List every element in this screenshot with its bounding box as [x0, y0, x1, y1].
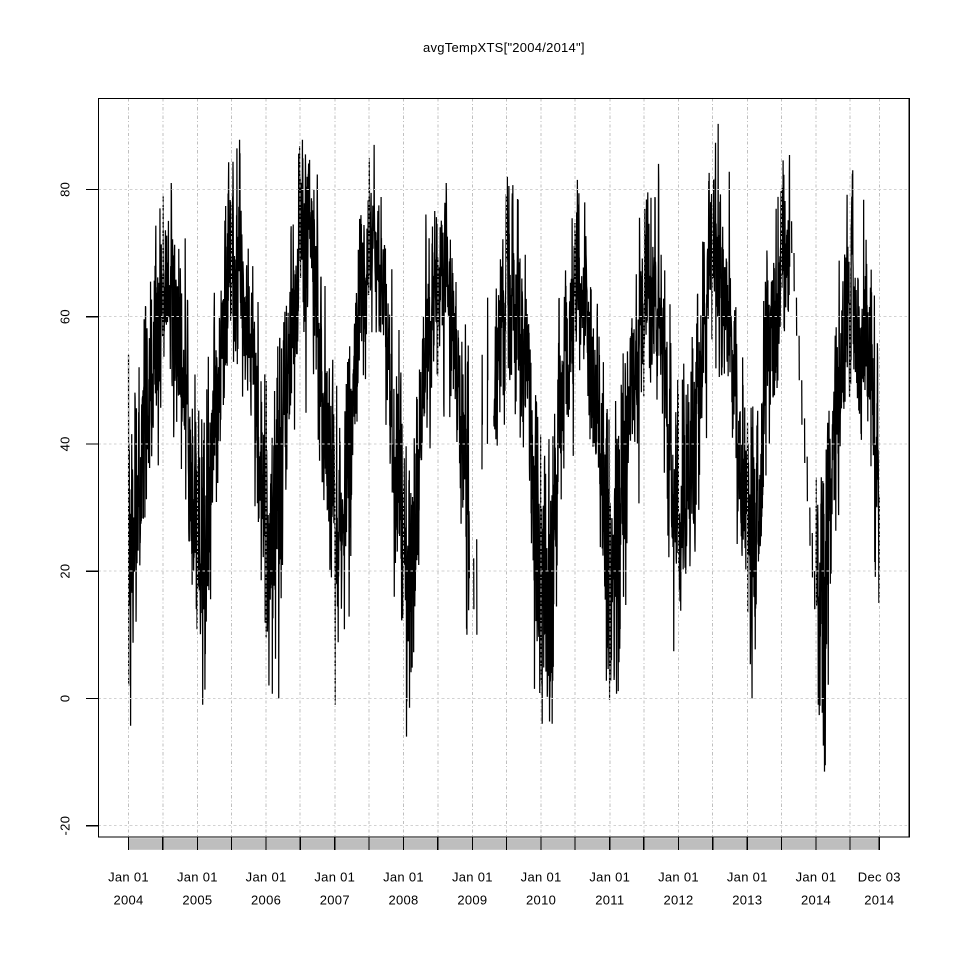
svg-text:Jan 01: Jan 01: [658, 870, 699, 885]
svg-text:Jan 01: Jan 01: [521, 870, 562, 885]
svg-text:2009: 2009: [457, 893, 487, 908]
svg-text:60: 60: [58, 309, 73, 324]
svg-text:Jan 01: Jan 01: [383, 870, 424, 885]
svg-text:2006: 2006: [251, 893, 281, 908]
svg-text:Jan 01: Jan 01: [177, 870, 218, 885]
svg-text:2013: 2013: [732, 893, 762, 908]
svg-text:2014: 2014: [801, 893, 831, 908]
svg-text:80: 80: [58, 182, 73, 197]
svg-text:2011: 2011: [595, 893, 624, 908]
svg-text:Jan 01: Jan 01: [796, 870, 837, 885]
svg-text:Jan 01: Jan 01: [314, 870, 355, 885]
svg-text:20: 20: [58, 564, 73, 579]
svg-text:Jan 01: Jan 01: [727, 870, 768, 885]
svg-text:40: 40: [58, 436, 73, 451]
svg-text:avgTempXTS["2004/2014"]: avgTempXTS["2004/2014"]: [423, 40, 585, 55]
svg-text:Jan 01: Jan 01: [108, 870, 149, 885]
svg-text:2008: 2008: [388, 893, 418, 908]
svg-text:2005: 2005: [182, 893, 212, 908]
svg-text:Dec 03: Dec 03: [858, 870, 901, 885]
svg-text:0: 0: [58, 695, 73, 703]
svg-text:2010: 2010: [526, 893, 556, 908]
svg-text:2007: 2007: [320, 893, 350, 908]
svg-text:2012: 2012: [663, 893, 693, 908]
svg-text:-20: -20: [58, 816, 73, 836]
svg-text:Jan 01: Jan 01: [589, 870, 630, 885]
svg-text:Jan 01: Jan 01: [246, 870, 287, 885]
svg-text:Jan 01: Jan 01: [452, 870, 493, 885]
svg-text:2004: 2004: [113, 893, 143, 908]
svg-text:2014: 2014: [864, 893, 894, 908]
